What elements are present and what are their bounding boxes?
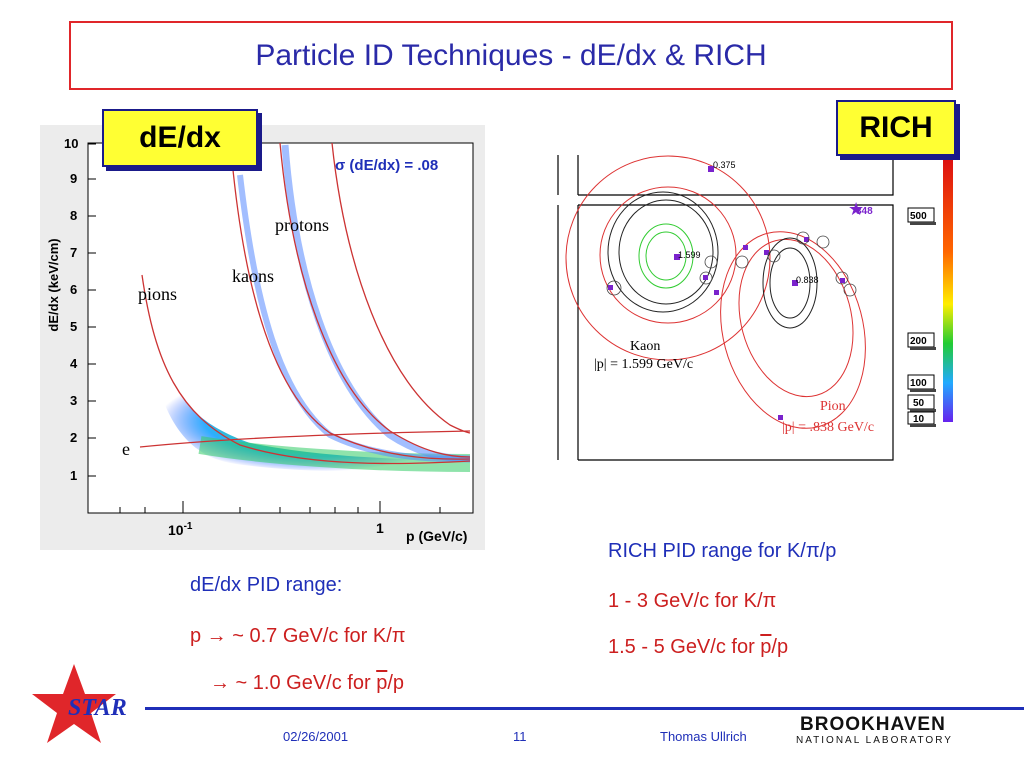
kaon-ring-green1 xyxy=(638,223,694,289)
xtick-1: 1 xyxy=(376,520,384,536)
hit-label-1599: 1.599 xyxy=(678,250,701,260)
rich-range-line1: 1 - 3 GeV/c for K/π xyxy=(608,590,777,612)
hit-0375 xyxy=(708,166,714,172)
ytick-4: 4 xyxy=(70,356,78,371)
kaon-ring-red xyxy=(599,186,737,324)
ytick-7: 7 xyxy=(70,245,77,260)
dedx-tag: dE/dx xyxy=(102,109,258,167)
pion-momentum: |p| = .838 GeV/c xyxy=(782,420,874,435)
electron-curve xyxy=(139,430,471,448)
footer-line xyxy=(145,707,1024,710)
slide-title: Particle ID Techniques - dE/dx & RICH xyxy=(255,38,767,72)
rich-range-heading: RICH PID range for K/π/p xyxy=(608,540,837,562)
hit-star: ★ xyxy=(848,199,864,219)
hit-label-0375: 0.375 xyxy=(713,160,736,170)
scale-200: 200 xyxy=(910,336,927,347)
title-box: Particle ID Techniques - dE/dx & RICH xyxy=(69,21,953,90)
rich-color-scale: 500 200 100 50 10 xyxy=(907,160,953,427)
dedx-range-heading: dE/dx PID range: xyxy=(190,574,343,596)
scale-500: 500 xyxy=(910,211,927,222)
star-logo-text: STAR xyxy=(68,695,127,721)
pbar: p xyxy=(760,636,772,658)
pion-ring-black1 xyxy=(762,237,818,329)
scale-50: 50 xyxy=(913,398,925,409)
kaon-ring-outer xyxy=(565,155,771,361)
kaon-curve xyxy=(231,159,471,460)
star-logo: STAR xyxy=(32,664,127,743)
proton-band xyxy=(281,144,471,463)
dedx-range-line1: p → ~ 0.7 GeV/c for K/π xyxy=(190,625,406,647)
kaon-ring-black1 xyxy=(607,191,719,313)
dedx-range-line2: → ~ 1.0 GeV/c for p/p xyxy=(210,672,404,694)
ytick-10: 10 xyxy=(64,136,78,151)
pion-curve xyxy=(141,274,471,465)
scale-100: 100 xyxy=(910,378,927,389)
kaon-momentum: |p| = 1.599 GeV/c xyxy=(594,357,693,372)
ytick-9: 9 xyxy=(70,171,77,186)
scale-10: 10 xyxy=(913,414,925,425)
ytick-1: 1 xyxy=(70,468,77,483)
pion-ring-inner xyxy=(738,238,854,398)
hit-label-0838: 0.838 xyxy=(796,275,819,285)
pion-ring-black2 xyxy=(769,247,811,319)
kaons-label: kaons xyxy=(232,266,274,286)
pions-label: pions xyxy=(138,284,177,304)
rich-tag: RICH xyxy=(836,100,956,156)
x-axis-label: p (GeV/c) xyxy=(406,528,467,544)
footer-page: 11 xyxy=(513,729,527,744)
ytick-8: 8 xyxy=(70,208,77,223)
dedx-tag-label: dE/dx xyxy=(139,121,221,154)
hit-label-348: 348 xyxy=(856,206,873,217)
footer-author: Thomas Ullrich xyxy=(660,729,747,744)
ytick-6: 6 xyxy=(70,282,77,297)
kaon-ring-black2 xyxy=(618,199,714,305)
dedx-plot: 1 2 3 4 5 6 7 8 9 10 10-1 1 p (GeV/c) dE… xyxy=(40,125,485,550)
proton-curve xyxy=(279,142,471,458)
e-label: e xyxy=(122,439,130,459)
rich-tag-label: RICH xyxy=(859,111,933,144)
pbar: p xyxy=(376,672,388,694)
pion-ring-outer xyxy=(720,231,866,429)
pad-plane-top xyxy=(557,155,894,196)
rich-event-display: ★ 0.375 348 1.599 0.838 Kaon |p| = 1.599… xyxy=(538,150,958,470)
xtick-0.1: 10-1 xyxy=(168,521,193,538)
sigma-label: σ (dE/dx) = .08 xyxy=(335,157,438,174)
footer-date: 02/26/2001 xyxy=(283,729,349,744)
pion-label: Pion xyxy=(820,399,846,414)
ytick-3: 3 xyxy=(70,393,77,408)
lab-logo-sub: NATIONAL LABORATORY xyxy=(796,735,953,746)
ytick-5: 5 xyxy=(70,319,77,334)
rich-range-line2: 1.5 - 5 GeV/c for p/p xyxy=(608,636,789,658)
ytick-2: 2 xyxy=(70,430,77,445)
kaon-ring-green2 xyxy=(645,231,687,281)
lab-logo-name: BROOKHAVEN xyxy=(800,714,946,735)
star-icon xyxy=(32,664,116,743)
y-axis-label: dE/dx (keV/cm) xyxy=(46,238,61,331)
pad-plane-bottom xyxy=(557,204,894,461)
deuteron-curve xyxy=(331,142,471,434)
protons-label: protons xyxy=(275,215,329,235)
kaon-label: Kaon xyxy=(630,339,660,354)
